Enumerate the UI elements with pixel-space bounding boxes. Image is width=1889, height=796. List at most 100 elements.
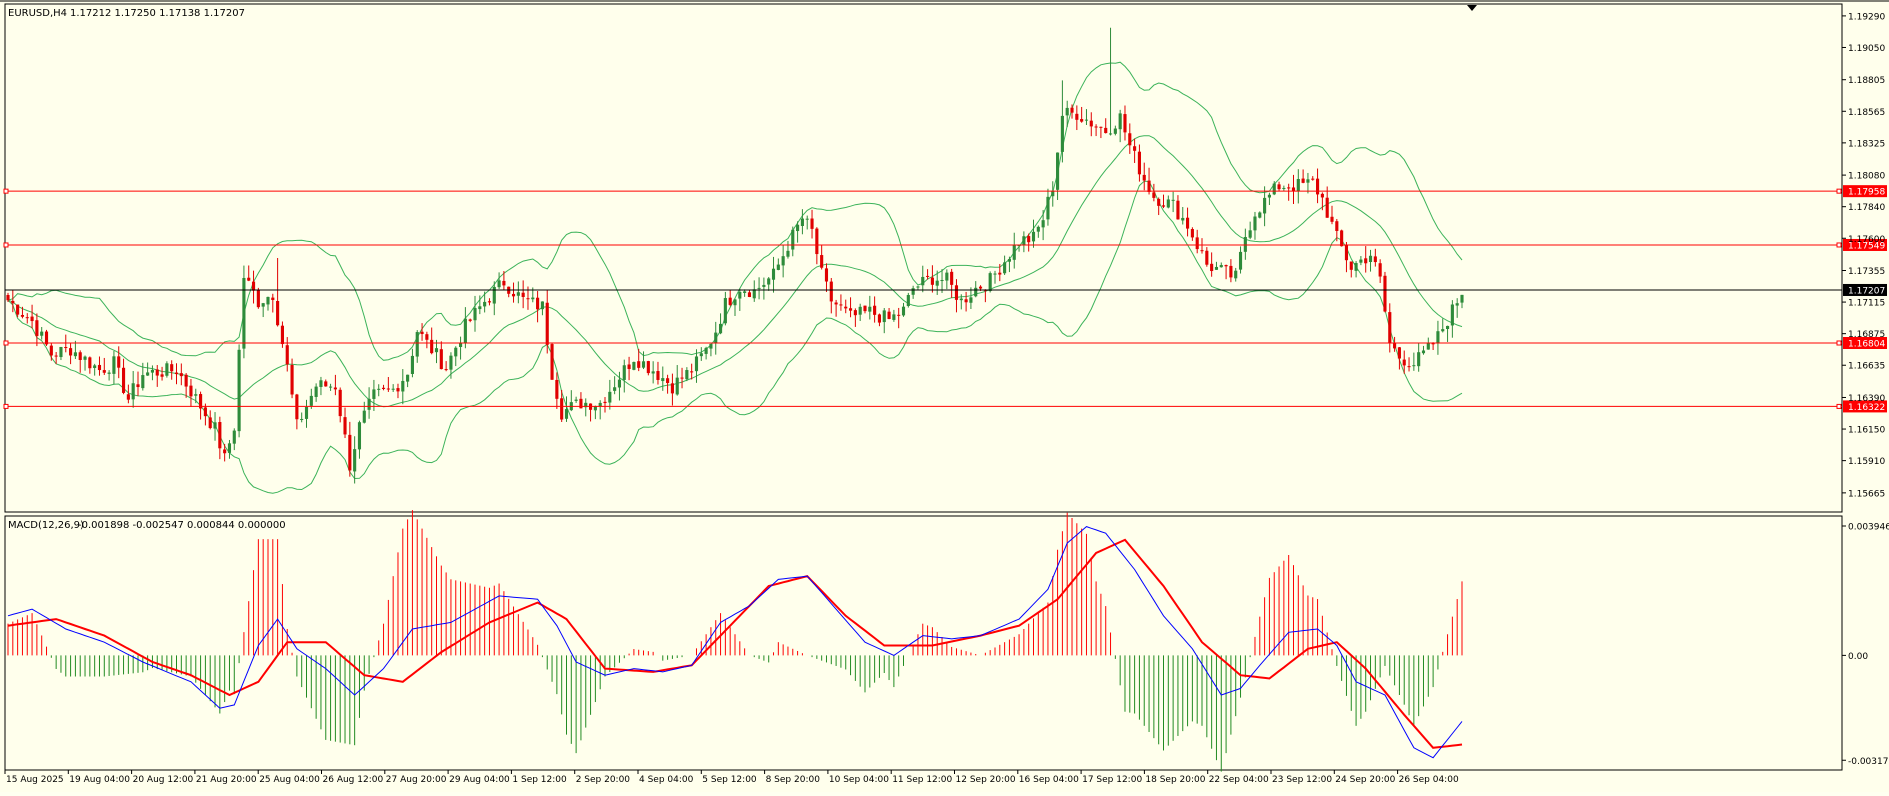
candle <box>815 227 819 265</box>
candle <box>54 351 58 364</box>
candle <box>723 291 727 326</box>
candle <box>1243 228 1247 260</box>
candle <box>656 361 660 385</box>
candle <box>1421 345 1426 355</box>
candle <box>877 313 882 327</box>
candle <box>112 350 116 385</box>
price-tick: 1.17355 <box>1842 267 1885 277</box>
candle <box>362 401 366 424</box>
candle <box>757 277 761 300</box>
candle <box>613 376 617 395</box>
price-level-line[interactable]: 1.17549 <box>3 238 1887 252</box>
candle <box>146 362 150 376</box>
candle <box>969 287 973 310</box>
candle <box>791 226 795 257</box>
candle <box>141 362 145 391</box>
candle <box>1147 167 1151 195</box>
candle <box>150 365 155 381</box>
candle <box>1219 262 1223 268</box>
svg-text:18 Sep 20:00: 18 Sep 20:00 <box>1145 775 1205 785</box>
candle <box>516 281 520 304</box>
candle <box>1137 144 1141 182</box>
time-tick: 26 Sep 04:00 <box>1397 770 1459 785</box>
svg-text:12 Sep 20:00: 12 Sep 20:00 <box>956 775 1016 785</box>
candle <box>492 281 496 316</box>
macd-signal-line <box>7 538 1463 749</box>
price-tick: 1.18805 <box>1842 76 1885 86</box>
candle <box>242 265 246 359</box>
candle <box>473 295 477 332</box>
candle <box>1017 245 1021 252</box>
candle <box>1277 181 1281 192</box>
candle <box>338 387 342 423</box>
candle <box>844 299 848 314</box>
candle <box>1455 298 1459 318</box>
candle <box>926 269 930 280</box>
candle <box>304 399 309 428</box>
ohlc-values: 1.17212 1.17250 1.17138 1.17207 <box>70 8 245 19</box>
candle <box>184 373 188 398</box>
candle <box>771 256 776 293</box>
candle <box>372 379 376 412</box>
candle <box>189 378 193 407</box>
candle <box>536 291 540 323</box>
candle <box>1084 109 1089 126</box>
price-levels[interactable]: 1.17958 1.17549 1.16804 1.16322 1.17207 <box>3 185 1887 413</box>
candle <box>1460 294 1464 309</box>
candle <box>391 384 395 392</box>
candle <box>155 365 159 387</box>
svg-text:5 Sep 12:00: 5 Sep 12:00 <box>702 775 757 785</box>
candle <box>1417 343 1421 372</box>
price-level-line[interactable]: 1.16804 <box>3 337 1887 350</box>
candle <box>1263 186 1267 227</box>
candle <box>415 330 419 363</box>
svg-text:29 Aug 04:00: 29 Aug 04:00 <box>449 775 510 785</box>
svg-text:24 Sep 20:00: 24 Sep 20:00 <box>1335 775 1395 785</box>
candle <box>699 347 703 361</box>
svg-text:1.15910: 1.15910 <box>1848 457 1885 467</box>
candle <box>256 287 260 309</box>
candle <box>343 407 347 439</box>
candle <box>906 292 910 308</box>
candle <box>1340 229 1344 247</box>
candle <box>839 294 843 311</box>
candle <box>1200 238 1204 254</box>
svg-text:1.16804: 1.16804 <box>1848 340 1885 350</box>
candle <box>1181 207 1185 225</box>
time-tick: 22 Sep 04:00 <box>1207 770 1269 785</box>
candle <box>247 265 251 282</box>
candle <box>935 270 939 295</box>
candle <box>954 279 959 313</box>
candle <box>661 366 665 391</box>
candle <box>762 277 766 300</box>
candle <box>930 265 934 293</box>
candle <box>1075 105 1079 131</box>
price-tick: 1.16635 <box>1842 362 1885 372</box>
chart-shift-marker-icon[interactable] <box>1467 5 1477 11</box>
candle <box>1065 100 1069 128</box>
candle <box>1436 320 1440 355</box>
candle <box>1402 350 1406 374</box>
candle <box>353 436 357 484</box>
time-tick: 11 Sep 12:00 <box>890 770 953 785</box>
candle <box>1022 231 1026 253</box>
candle <box>848 297 853 318</box>
svg-text:1.16875: 1.16875 <box>1848 330 1885 340</box>
candle <box>901 302 906 317</box>
candle <box>25 313 29 324</box>
candle <box>882 308 886 334</box>
candle <box>1166 195 1170 209</box>
candle <box>1171 191 1175 213</box>
price-level-line[interactable]: 1.17958 <box>3 185 1887 198</box>
candle <box>1046 188 1050 226</box>
candle <box>483 291 487 313</box>
candle <box>805 215 809 230</box>
candle <box>319 376 323 396</box>
candle <box>738 288 742 311</box>
svg-text:1.17207: 1.17207 <box>1848 286 1885 296</box>
price-level-line[interactable]: 1.16322 <box>3 400 1887 413</box>
candle <box>1426 337 1430 350</box>
candle <box>1272 181 1276 196</box>
